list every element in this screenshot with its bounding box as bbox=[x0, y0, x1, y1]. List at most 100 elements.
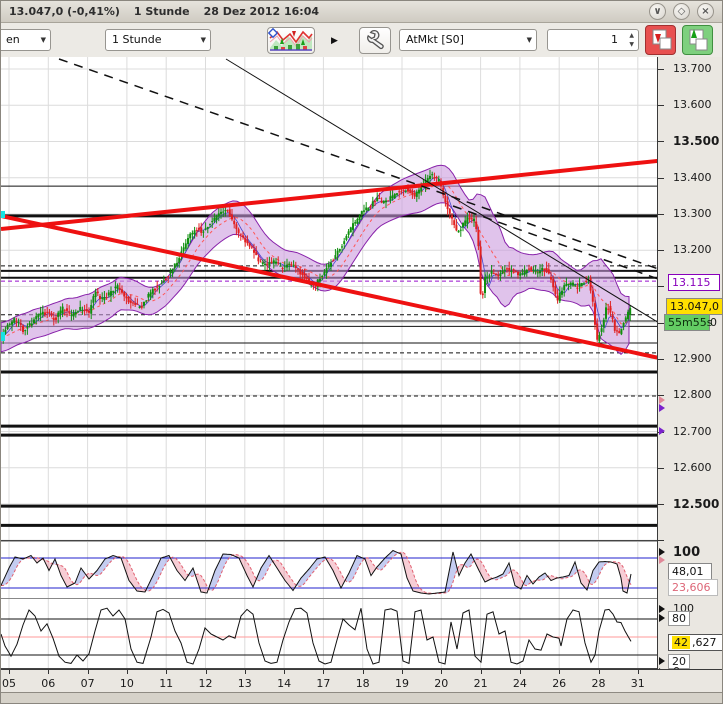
chart-style-button[interactable] bbox=[267, 27, 315, 54]
date-axis-label: 10 bbox=[120, 677, 134, 690]
title-timeframe: 1 Stunde bbox=[134, 5, 190, 18]
timeframe-dropdown-label: 1 Stunde bbox=[112, 33, 161, 46]
price-axis-label: 12.500 bbox=[673, 497, 719, 511]
date-axis-label: 21 bbox=[474, 677, 488, 690]
price-tick bbox=[658, 540, 664, 541]
price-tick bbox=[658, 250, 664, 251]
panel-expander-icon[interactable]: ▶ bbox=[331, 36, 338, 46]
date-tick bbox=[9, 670, 10, 674]
price-axis-label: 13.700 bbox=[673, 62, 712, 75]
date-axis-label: 05 bbox=[2, 677, 16, 690]
price-tick bbox=[658, 214, 664, 215]
axis-marker-arrow-icon[interactable] bbox=[659, 404, 665, 412]
date-axis-label: 07 bbox=[81, 677, 95, 690]
date-tick bbox=[206, 670, 207, 674]
price-axis-label: 13.500 bbox=[673, 134, 719, 148]
order-type-dropdown[interactable]: AtMkt [S0] ▼ bbox=[399, 29, 537, 51]
date-tick bbox=[638, 670, 639, 674]
indicator-axis-label: 100 bbox=[673, 545, 700, 560]
date-axis-label: 20 bbox=[434, 677, 448, 690]
axis-marker-arrow-icon[interactable] bbox=[659, 605, 665, 613]
date-tick bbox=[323, 670, 324, 674]
titlebar[interactable]: 13.047,0 (-0,41%) 1 Stunde 28 Dez 2012 1… bbox=[1, 1, 722, 23]
date-axis-label: 06 bbox=[41, 677, 55, 690]
chevron-down-icon: ▼ bbox=[41, 30, 46, 50]
title-last-price: 13.047,0 (-0,41%) bbox=[9, 5, 120, 18]
quantity-stepper[interactable]: 1 ▲▼ bbox=[547, 29, 639, 51]
buy-order-icon bbox=[683, 26, 712, 54]
restore-icon[interactable]: ◇ bbox=[673, 3, 690, 20]
date-tick bbox=[284, 670, 285, 674]
date-tick bbox=[559, 670, 560, 674]
chevron-down-icon: ▼ bbox=[201, 30, 206, 50]
price-tick bbox=[658, 141, 664, 142]
stoch-d-marker[interactable]: 23,606 bbox=[668, 579, 718, 596]
date-axis-label: 18 bbox=[356, 677, 370, 690]
price-tick bbox=[658, 105, 664, 106]
sell-button[interactable] bbox=[645, 25, 676, 55]
date-axis-label: 11 bbox=[159, 677, 173, 690]
price-axis-label: 12.800 bbox=[673, 388, 712, 401]
date-tick bbox=[520, 670, 521, 674]
date-tick bbox=[481, 670, 482, 674]
order-type-label: AtMkt [S0] bbox=[406, 33, 464, 46]
date-axis-label: 14 bbox=[277, 677, 291, 690]
axis-marker-arrow-icon[interactable] bbox=[659, 396, 665, 404]
wrench-icon bbox=[360, 28, 390, 53]
date-axis-label: 17 bbox=[316, 677, 330, 690]
axis-marker-arrow-icon[interactable] bbox=[659, 556, 665, 564]
price-tick bbox=[658, 286, 664, 287]
date-axis[interactable]: 0506071011121314171819202124262831 bbox=[1, 669, 723, 692]
date-tick bbox=[245, 670, 246, 674]
symbol-dropdown[interactable]: en ▼ bbox=[0, 29, 51, 51]
buy-button[interactable] bbox=[682, 25, 713, 55]
chevron-down-icon: ▼ bbox=[527, 30, 532, 50]
date-tick bbox=[127, 670, 128, 674]
date-tick bbox=[599, 670, 600, 674]
date-axis-label: 31 bbox=[631, 677, 645, 690]
date-tick bbox=[166, 670, 167, 674]
date-axis-label: 12 bbox=[199, 677, 213, 690]
settings-button[interactable] bbox=[359, 27, 391, 54]
left-edge-marker bbox=[1, 332, 5, 341]
countdown-marker[interactable]: 55m55s bbox=[664, 314, 710, 331]
price-chart-canvas[interactable] bbox=[1, 57, 657, 541]
price-axis[interactable]: 13.70013.60013.50013.40013.30013.20012.9… bbox=[657, 57, 723, 669]
axis-marker-arrow-icon[interactable] bbox=[659, 657, 665, 665]
date-tick bbox=[363, 670, 364, 674]
date-tick bbox=[441, 670, 442, 674]
price-axis-label: 12.600 bbox=[673, 461, 712, 474]
price-tick bbox=[658, 69, 664, 70]
price-axis-label: 13.600 bbox=[673, 98, 712, 111]
window-bottom-frame bbox=[1, 692, 722, 704]
timeframe-dropdown[interactable]: 1 Stunde ▼ bbox=[105, 29, 211, 51]
chart-style-icon bbox=[268, 28, 314, 53]
close-icon[interactable]: × bbox=[697, 3, 714, 20]
symbol-dropdown-label: en bbox=[6, 33, 20, 46]
osc-value-marker[interactable]: 42,627 bbox=[668, 634, 723, 651]
last-price-marker[interactable]: 13.047,0 bbox=[666, 298, 723, 315]
date-axis-label: 13 bbox=[238, 677, 252, 690]
axis-marker-arrow-icon[interactable] bbox=[659, 427, 665, 435]
minimize-icon[interactable]: ∨ bbox=[649, 3, 666, 20]
price-tick bbox=[658, 359, 664, 360]
stoch-k-marker[interactable]: 48,01 bbox=[668, 563, 712, 580]
stochastic-panel-canvas[interactable] bbox=[1, 541, 657, 599]
trading-app-window: 13.047,0 (-0,41%) 1 Stunde 28 Dez 2012 1… bbox=[0, 0, 723, 704]
stoch-k-line bbox=[1, 551, 631, 595]
level-13115-marker[interactable]: 13.115 bbox=[668, 274, 720, 291]
date-tick bbox=[88, 670, 89, 674]
date-axis-label: 19 bbox=[395, 677, 409, 690]
sell-order-icon bbox=[646, 26, 675, 54]
oscillator-panel-canvas[interactable] bbox=[1, 599, 657, 669]
date-tick bbox=[48, 670, 49, 674]
axis-marker-arrow-icon[interactable] bbox=[659, 548, 665, 556]
title-datetime: 28 Dez 2012 16:04 bbox=[204, 5, 319, 18]
axis-marker-arrow-icon[interactable] bbox=[659, 614, 665, 622]
price-axis-label: 13.300 bbox=[673, 207, 712, 220]
osc-line bbox=[1, 608, 631, 664]
price-tick bbox=[658, 468, 664, 469]
date-tick bbox=[402, 670, 403, 674]
stepper-arrows-icon[interactable]: ▲▼ bbox=[629, 31, 634, 49]
quantity-value: 1 bbox=[611, 30, 618, 50]
